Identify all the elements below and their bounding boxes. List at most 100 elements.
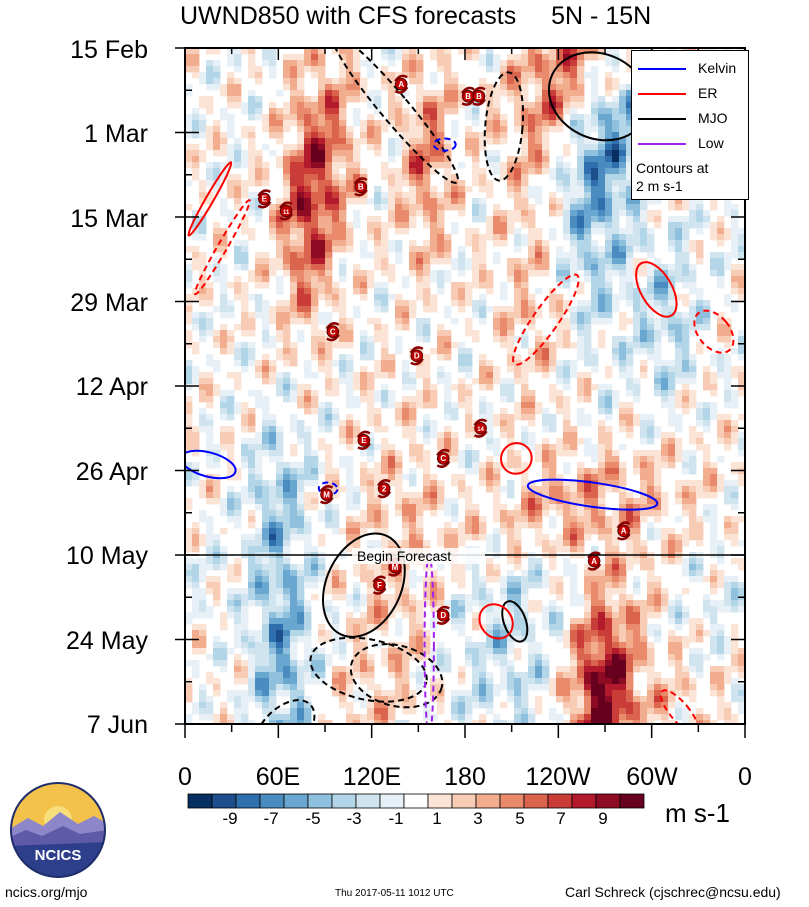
field-cell: [640, 558, 648, 565]
field-cell: [500, 462, 508, 469]
field-cell: [430, 348, 438, 355]
field-cell: [360, 390, 368, 397]
field-cell: [444, 54, 452, 61]
field-cell: [668, 366, 676, 373]
field-cell: [556, 258, 564, 265]
field-cell: [395, 216, 403, 223]
field-cell: [556, 54, 564, 61]
field-cell: [598, 306, 606, 313]
field-cell: [703, 444, 711, 451]
field-cell: [605, 126, 613, 133]
field-cell: [654, 516, 662, 523]
field-cell: [479, 378, 487, 385]
field-cell: [738, 234, 745, 241]
field-cell: [325, 384, 333, 391]
field-cell: [591, 168, 599, 175]
field-cell: [563, 228, 571, 235]
field-cell: [542, 486, 550, 493]
field-cell: [528, 318, 536, 325]
field-cell: [248, 150, 256, 157]
field-cell: [493, 378, 501, 385]
field-cell: [451, 282, 459, 289]
field-cell: [598, 564, 606, 571]
field-cell: [612, 102, 620, 109]
field-cell: [703, 372, 711, 379]
field-cell: [346, 378, 354, 385]
field-cell: [185, 378, 193, 385]
field-cell: [465, 300, 473, 307]
field-cell: [402, 600, 410, 607]
field-cell: [297, 150, 305, 157]
field-cell: [479, 132, 487, 139]
field-cell: [248, 144, 256, 151]
field-cell: [654, 468, 662, 475]
field-cell: [269, 48, 277, 55]
field-cell: [591, 210, 599, 217]
field-cell: [241, 132, 249, 139]
field-cell: [409, 492, 417, 499]
field-cell: [262, 516, 270, 523]
field-cell: [577, 222, 585, 229]
field-cell: [626, 342, 634, 349]
field-cell: [612, 66, 620, 73]
field-cell: [241, 300, 249, 307]
field-cell: [451, 198, 459, 205]
field-cell: [339, 576, 347, 583]
field-cell: [402, 474, 410, 481]
field-cell: [500, 414, 508, 421]
field-cell: [703, 312, 711, 319]
field-cell: [472, 510, 480, 517]
field-cell: [731, 558, 739, 565]
field-cell: [241, 288, 249, 295]
field-cell: [402, 420, 410, 427]
field-cell: [696, 318, 704, 325]
field-cell: [521, 48, 529, 55]
field-cell: [311, 330, 319, 337]
field-cell: [591, 150, 599, 157]
field-cell: [731, 204, 739, 211]
field-cell: [444, 378, 452, 385]
field-cell: [731, 534, 739, 541]
field-cell: [241, 438, 249, 445]
field-cell: [528, 498, 536, 505]
field-cell: [724, 420, 732, 427]
field-cell: [458, 492, 466, 499]
field-cell: [346, 594, 354, 601]
field-cell: [199, 120, 207, 127]
field-cell: [514, 282, 522, 289]
field-cell: [542, 66, 550, 73]
field-cell: [493, 570, 501, 577]
field-cell: [654, 282, 662, 289]
field-cell: [619, 492, 627, 499]
field-cell: [500, 510, 508, 517]
field-cell: [283, 192, 291, 199]
field-cell: [388, 48, 396, 55]
field-cell: [598, 450, 606, 457]
field-cell: [507, 594, 515, 601]
field-cell: [290, 108, 298, 115]
field-cell: [682, 312, 690, 319]
field-cell: [605, 84, 613, 91]
field-cell: [472, 378, 480, 385]
field-cell: [297, 300, 305, 307]
field-cell: [724, 522, 732, 529]
field-cell: [710, 582, 718, 589]
field-cell: [234, 66, 242, 73]
field-cell: [682, 228, 690, 235]
field-cell: [479, 372, 487, 379]
field-cell: [318, 192, 326, 199]
field-cell: [255, 600, 263, 607]
field-cell: [304, 582, 312, 589]
field-cell: [738, 378, 745, 385]
field-cell: [577, 378, 585, 385]
field-cell: [542, 138, 550, 145]
field-cell: [255, 156, 263, 163]
field-cell: [199, 180, 207, 187]
field-cell: [185, 384, 193, 391]
field-cell: [542, 114, 550, 121]
field-cell: [318, 276, 326, 283]
field-cell: [423, 600, 431, 607]
field-cell: [381, 516, 389, 523]
field-cell: [318, 72, 326, 79]
field-cell: [668, 336, 676, 343]
